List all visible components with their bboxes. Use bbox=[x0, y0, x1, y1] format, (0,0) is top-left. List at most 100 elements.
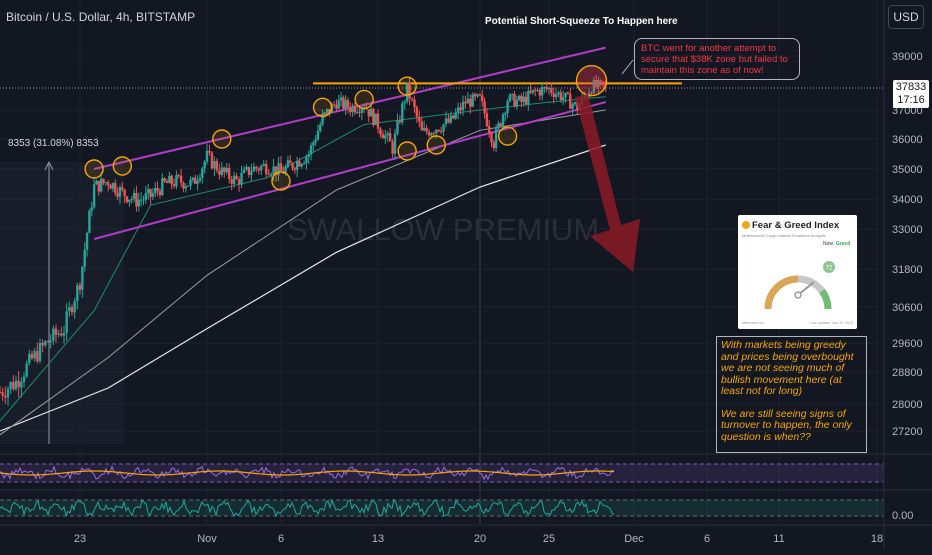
candle-up bbox=[573, 102, 577, 105]
candle-down bbox=[274, 166, 278, 176]
candle-down bbox=[279, 163, 283, 171]
candle-up bbox=[497, 123, 500, 129]
candle-up bbox=[422, 127, 426, 131]
candle-up bbox=[504, 113, 507, 115]
candle-down bbox=[255, 166, 258, 169]
candle-up bbox=[511, 93, 514, 95]
candle-up bbox=[250, 171, 253, 175]
candle-down bbox=[602, 81, 605, 86]
candle-up bbox=[393, 133, 397, 154]
candle-up bbox=[65, 311, 68, 333]
callout-pointer bbox=[621, 59, 634, 75]
candle-down bbox=[4, 395, 7, 398]
candle-up bbox=[49, 340, 52, 343]
indicator-panes bbox=[0, 453, 932, 518]
candle-up bbox=[186, 185, 190, 187]
candle-up bbox=[99, 178, 103, 192]
y-tick-label: 28000 bbox=[892, 399, 923, 411]
candle-down bbox=[420, 121, 423, 131]
candle-down bbox=[158, 190, 162, 195]
y-tick-label: 39000 bbox=[892, 51, 923, 63]
touch-point bbox=[271, 171, 291, 191]
candle-down bbox=[415, 107, 419, 117]
candle-up bbox=[515, 100, 518, 107]
candle-up bbox=[517, 95, 521, 101]
candle-up bbox=[286, 160, 290, 167]
candle-down bbox=[177, 175, 180, 177]
candle-up bbox=[369, 108, 373, 117]
price-channel bbox=[93, 46, 606, 240]
candle-down bbox=[78, 285, 82, 290]
candle-up bbox=[57, 333, 60, 335]
x-tick-label: 25 bbox=[543, 533, 555, 545]
ema-fast-line bbox=[0, 96, 606, 422]
last-price: 37833 bbox=[895, 81, 927, 93]
candle-down bbox=[97, 180, 101, 192]
candle-down bbox=[534, 89, 537, 91]
candle-up bbox=[321, 114, 324, 125]
candle-up bbox=[232, 175, 236, 184]
y-tick-label: 35000 bbox=[892, 164, 923, 176]
candle-down bbox=[432, 133, 436, 135]
candle-up bbox=[314, 139, 317, 143]
currency-button[interactable]: USD bbox=[888, 5, 924, 29]
candle-up bbox=[360, 108, 364, 113]
now-label: Now: bbox=[823, 241, 835, 247]
candle-down bbox=[398, 120, 402, 123]
candle-up bbox=[225, 167, 228, 173]
touch-points bbox=[84, 59, 634, 191]
candle-down bbox=[342, 97, 345, 109]
candle-down bbox=[550, 87, 553, 94]
candle-up bbox=[307, 154, 310, 157]
candle-down bbox=[353, 105, 357, 113]
candle-up bbox=[184, 186, 188, 189]
candle-down bbox=[54, 328, 58, 335]
candle-down bbox=[410, 98, 414, 100]
candle-up bbox=[405, 82, 409, 102]
candle-down bbox=[452, 115, 455, 119]
y-tick-label: 27200 bbox=[892, 426, 923, 438]
candle-down bbox=[391, 141, 394, 154]
candle-up bbox=[356, 111, 359, 113]
candle-up bbox=[325, 109, 329, 113]
candle-up bbox=[22, 376, 26, 382]
candle-down bbox=[524, 96, 528, 105]
candle-up bbox=[111, 183, 115, 189]
candle-up bbox=[20, 381, 23, 388]
candle-down bbox=[228, 167, 231, 180]
candle-up bbox=[6, 388, 10, 398]
candle-up bbox=[92, 184, 96, 208]
y-tick-label: 37000 bbox=[892, 105, 923, 117]
touch-point bbox=[112, 156, 133, 176]
candle-up bbox=[76, 285, 79, 302]
callout-box: BTC went for another attempt to secure t… bbox=[634, 38, 800, 80]
candle-down bbox=[418, 116, 421, 122]
candle-up bbox=[213, 161, 216, 169]
candle-down bbox=[358, 111, 361, 113]
candle-down bbox=[388, 133, 392, 142]
candle-up bbox=[118, 187, 122, 197]
candle-up bbox=[144, 193, 148, 200]
candle-down bbox=[408, 82, 411, 99]
candle-down bbox=[0, 392, 2, 393]
x-tick-label: 6 bbox=[278, 533, 284, 545]
y-tick-label: 33000 bbox=[892, 224, 923, 236]
candle-up bbox=[597, 80, 600, 88]
candle-up bbox=[196, 180, 199, 184]
comment-paragraph-1: With markets being greedy and prices bei… bbox=[721, 339, 854, 397]
candle-up bbox=[189, 179, 192, 186]
candle-up bbox=[536, 90, 539, 92]
candle-up bbox=[272, 166, 275, 175]
candle-up bbox=[531, 89, 535, 93]
watermark: SWALLOW PREMIUM bbox=[287, 212, 599, 247]
candle-up bbox=[137, 199, 140, 207]
candle-up bbox=[564, 92, 567, 98]
candle-down bbox=[298, 160, 301, 167]
candle-down bbox=[538, 90, 541, 96]
symbol-title[interactable]: Bitcoin / U.S. Dollar, 4h, BITSTAMP bbox=[6, 10, 196, 24]
candle-up bbox=[571, 104, 574, 109]
candle-down bbox=[488, 126, 491, 133]
measure-arrowhead bbox=[44, 160, 54, 171]
